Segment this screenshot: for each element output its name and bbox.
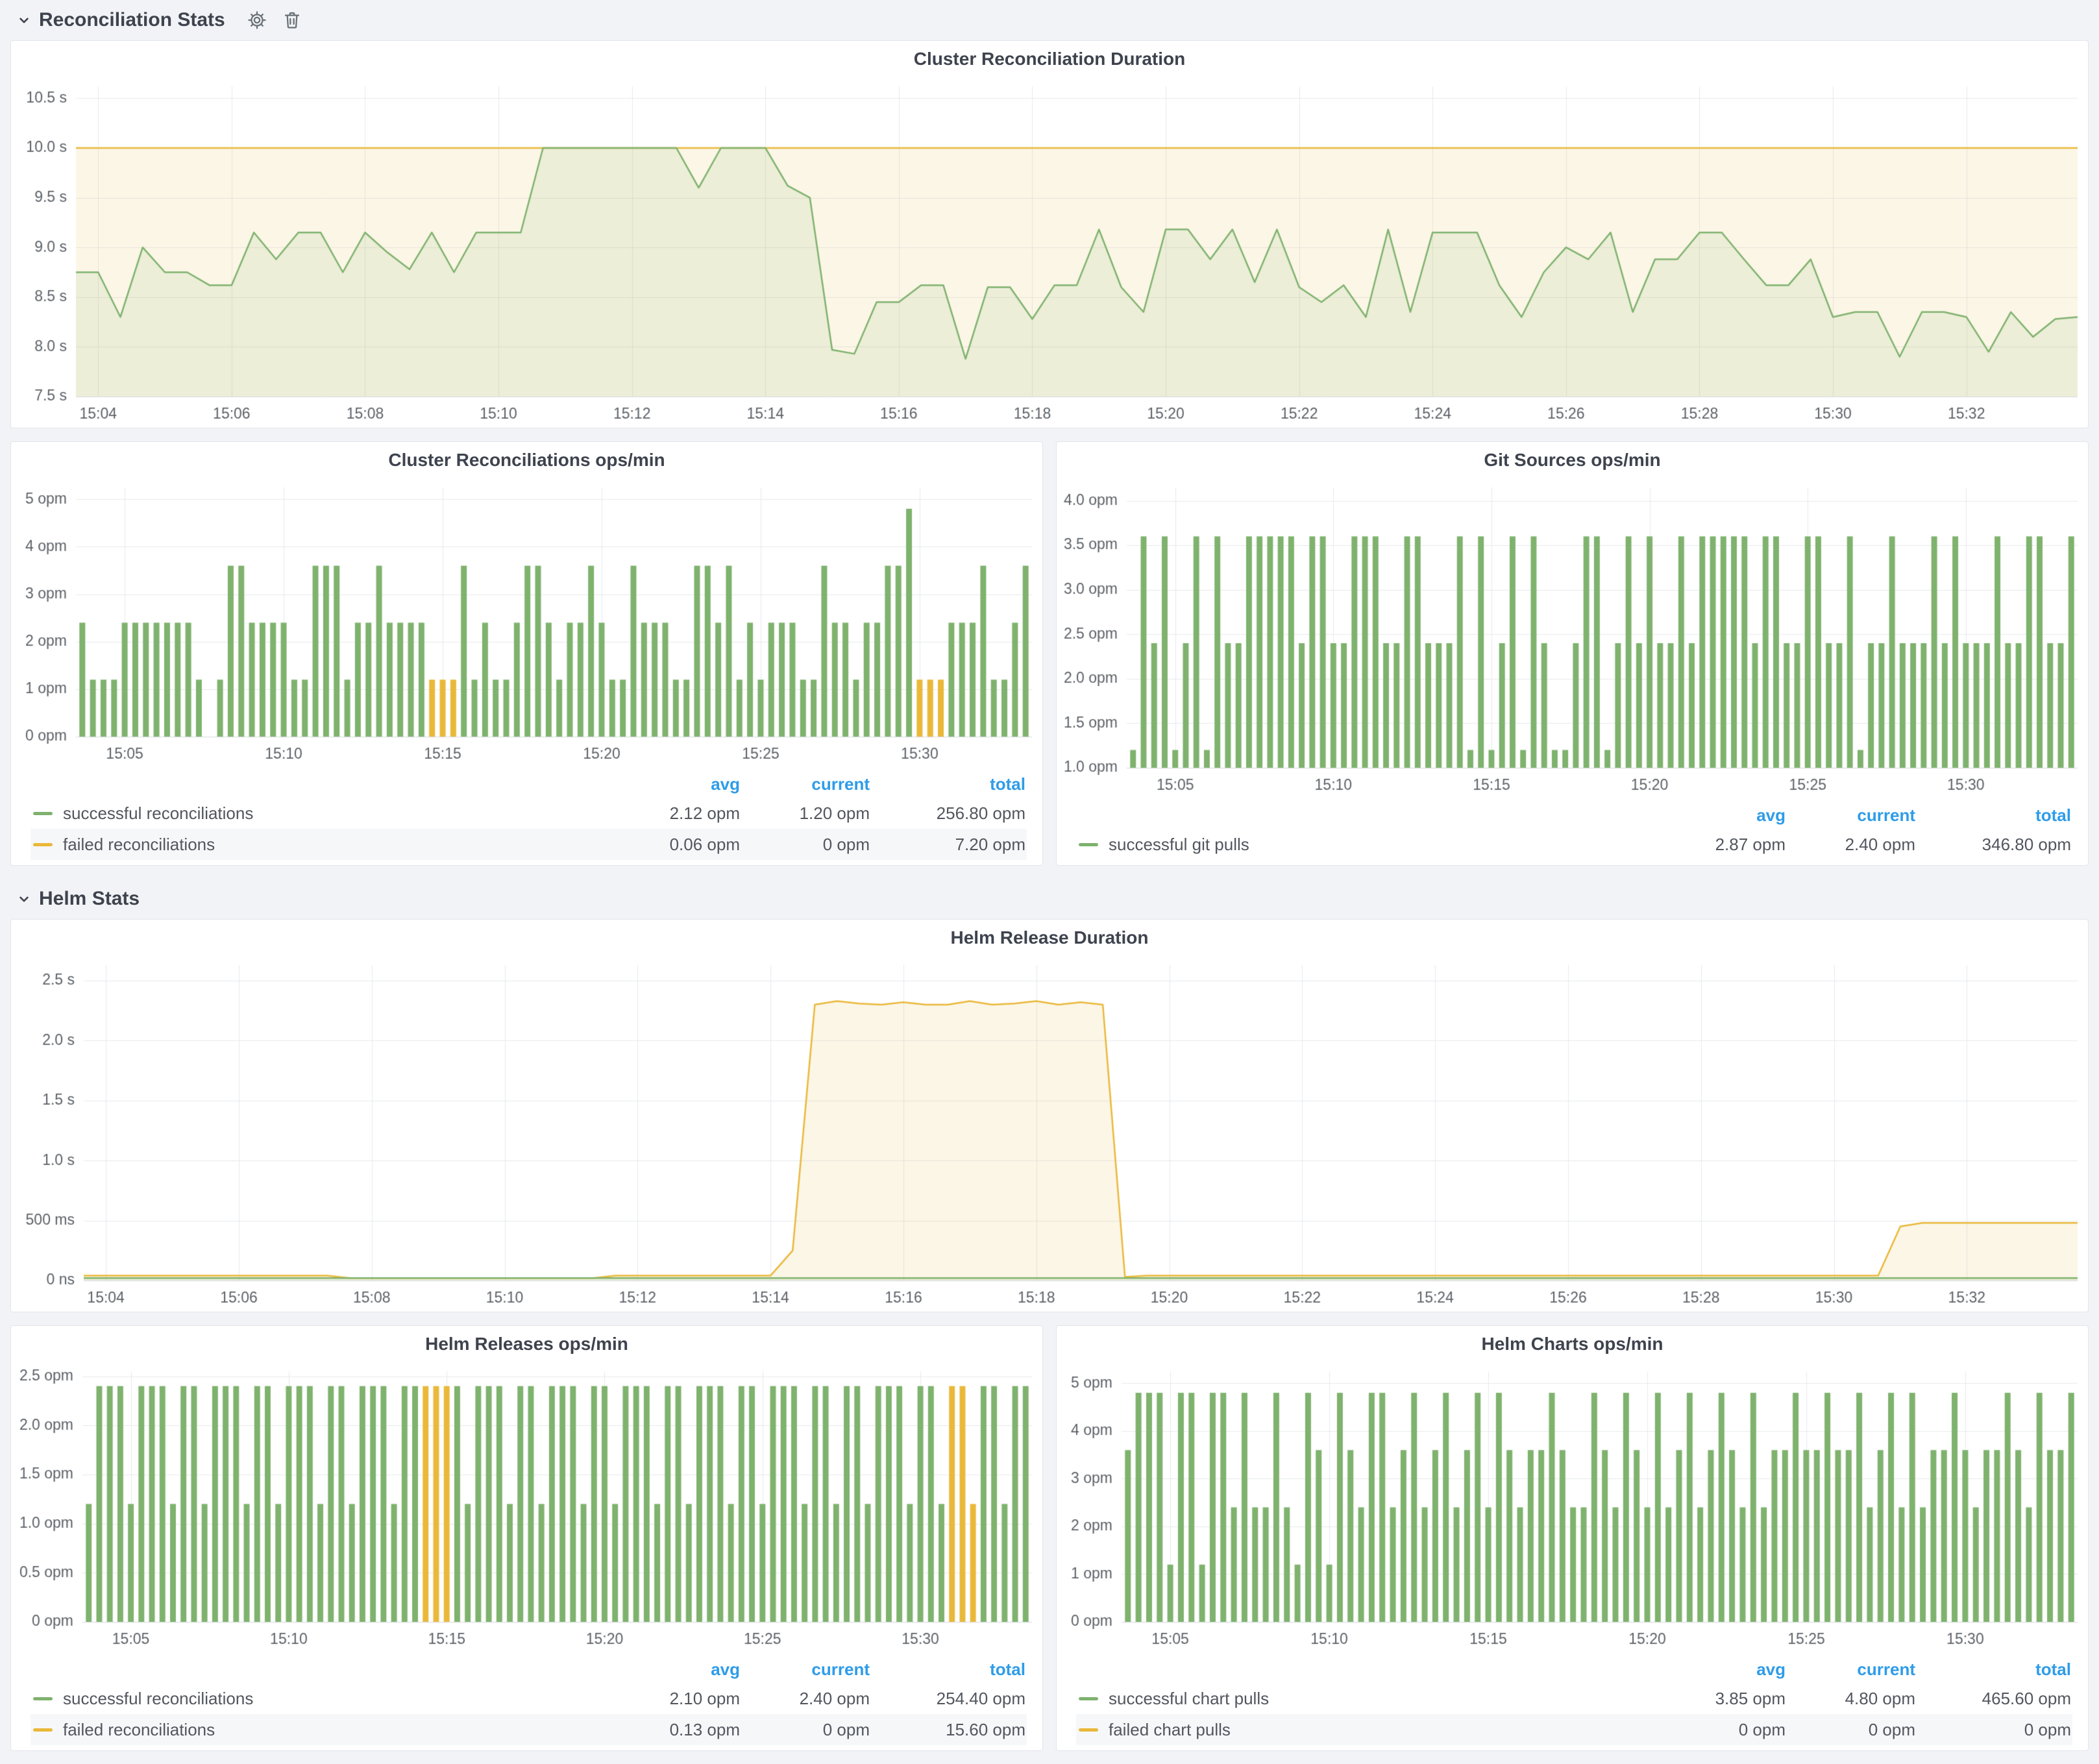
legend-total-value: 254.40 opm bbox=[936, 1688, 1025, 1708]
legend-avg-value: 0.06 opm bbox=[669, 834, 740, 854]
legend-current-value: 2.40 opm bbox=[1845, 834, 1915, 854]
panel-title[interactable]: Helm Release Duration bbox=[950, 927, 1149, 948]
legend-total-value: 256.80 opm bbox=[936, 803, 1025, 823]
legend-avg-value: 2.87 opm bbox=[1715, 834, 1786, 854]
panel-helm-release-duration: Helm Release Duration bbox=[10, 919, 2089, 1312]
legend-row: successful reconciliations 2.10 opm 2.40… bbox=[31, 1683, 1027, 1714]
legend-total-value: 465.60 opm bbox=[1982, 1688, 2071, 1708]
legend-avg-value: 0 opm bbox=[1738, 1719, 1786, 1739]
legend-current-value: 0 opm bbox=[822, 834, 870, 854]
legend-header-current[interactable]: current bbox=[1857, 805, 1915, 825]
series-dash-green bbox=[1079, 1697, 1098, 1700]
legend-header-total[interactable]: total bbox=[990, 774, 1025, 794]
legend-header-avg[interactable]: avg bbox=[711, 774, 740, 794]
section-header-reconciliation-stats[interactable]: Reconciliation Stats bbox=[10, 0, 2089, 40]
panel-title[interactable]: Helm Charts ops/min bbox=[1481, 1334, 1663, 1354]
series-dash-green bbox=[33, 811, 53, 815]
gear-icon[interactable] bbox=[242, 5, 272, 35]
section-title[interactable]: Reconciliation Stats bbox=[39, 9, 225, 31]
legend-total-value: 15.60 opm bbox=[946, 1719, 1025, 1739]
legend-header-row: avg current total bbox=[31, 770, 1027, 798]
legend-series-label[interactable]: successful reconciliations bbox=[63, 1688, 254, 1708]
legend-current-value: 0 opm bbox=[822, 1719, 870, 1739]
cluster-reconciliations-opm-chart[interactable] bbox=[11, 478, 1042, 768]
legend-series-label[interactable]: failed chart pulls bbox=[1109, 1719, 1231, 1739]
legend-header-current[interactable]: current bbox=[1857, 1659, 1915, 1679]
series-dash-yellow bbox=[33, 1728, 53, 1732]
legend-series-label[interactable]: successful reconciliations bbox=[63, 803, 254, 823]
chevron-down-icon[interactable] bbox=[16, 890, 32, 907]
legend: avg current total successful git pulls 2… bbox=[1057, 799, 2088, 865]
series-dash-green bbox=[1079, 842, 1098, 846]
legend: avg current total successful reconciliat… bbox=[11, 1653, 1042, 1750]
legend-header-total[interactable]: total bbox=[2035, 805, 2071, 825]
legend-total-value: 7.20 opm bbox=[955, 834, 1025, 854]
legend-row: successful chart pulls 3.85 opm 4.80 opm… bbox=[1076, 1683, 2072, 1714]
panel-helm-releases-opm: Helm Releases ops/min avg current total … bbox=[10, 1325, 1043, 1751]
legend-avg-value: 3.85 opm bbox=[1715, 1688, 1786, 1708]
legend-header-total[interactable]: total bbox=[2035, 1659, 2071, 1679]
trash-icon[interactable] bbox=[277, 5, 307, 35]
panel-title[interactable]: Cluster Reconciliations ops/min bbox=[388, 450, 665, 470]
legend-current-value: 0 opm bbox=[1868, 1719, 1915, 1739]
helm-releases-opm-chart[interactable] bbox=[11, 1362, 1042, 1653]
legend-header-total[interactable]: total bbox=[990, 1659, 1025, 1679]
legend: avg current total successful reconciliat… bbox=[11, 768, 1042, 865]
panel-cluster-reconciliations-opm: Cluster Reconciliations ops/min avg curr… bbox=[10, 441, 1043, 866]
legend-header-avg[interactable]: avg bbox=[711, 1659, 740, 1679]
legend-total-value: 346.80 opm bbox=[1982, 834, 2071, 854]
series-dash-yellow bbox=[33, 842, 53, 846]
legend-header-row: avg current total bbox=[1076, 1656, 2072, 1683]
helm-release-duration-chart[interactable] bbox=[11, 956, 2088, 1312]
legend-total-value: 0 opm bbox=[2024, 1719, 2071, 1739]
cluster-reconciliation-duration-chart[interactable] bbox=[11, 77, 2088, 428]
legend-current-value: 1.20 opm bbox=[799, 803, 870, 823]
legend-header-current[interactable]: current bbox=[811, 1659, 870, 1679]
legend-row: failed reconciliations 0.06 opm 0 opm 7.… bbox=[31, 829, 1027, 860]
legend-series-label[interactable]: successful git pulls bbox=[1109, 834, 1249, 854]
legend-header-avg[interactable]: avg bbox=[1756, 805, 1786, 825]
legend-row: failed reconciliations 0.13 opm 0 opm 15… bbox=[31, 1714, 1027, 1745]
panel-title[interactable]: Helm Releases ops/min bbox=[425, 1334, 628, 1354]
legend-avg-value: 2.10 opm bbox=[669, 1688, 740, 1708]
section-header-helm-stats[interactable]: Helm Stats bbox=[10, 879, 2089, 919]
panel-title[interactable]: Git Sources ops/min bbox=[1484, 450, 1661, 470]
panel-git-sources-opm: Git Sources ops/min avg current total su… bbox=[1056, 441, 2089, 866]
legend-series-label[interactable]: failed reconciliations bbox=[63, 834, 215, 854]
legend-header-row: avg current total bbox=[31, 1656, 1027, 1683]
legend-series-label[interactable]: failed reconciliations bbox=[63, 1719, 215, 1739]
series-dash-yellow bbox=[1079, 1728, 1098, 1732]
chevron-down-icon[interactable] bbox=[16, 12, 32, 29]
legend-header-row: avg current total bbox=[1076, 802, 2072, 829]
section-title[interactable]: Helm Stats bbox=[39, 888, 140, 909]
legend-avg-value: 0.13 opm bbox=[669, 1719, 740, 1739]
legend-header-avg[interactable]: avg bbox=[1756, 1659, 1786, 1679]
legend-avg-value: 2.12 opm bbox=[669, 803, 740, 823]
legend-current-value: 2.40 opm bbox=[799, 1688, 870, 1708]
git-sources-opm-chart[interactable] bbox=[1057, 478, 2088, 799]
series-dash-green bbox=[33, 1697, 53, 1700]
helm-charts-opm-chart[interactable] bbox=[1057, 1362, 2088, 1653]
panel-helm-charts-opm: Helm Charts ops/min avg current total su… bbox=[1056, 1325, 2089, 1751]
legend-row: successful git pulls 2.87 opm 2.40 opm 3… bbox=[1076, 829, 2072, 860]
legend-current-value: 4.80 opm bbox=[1845, 1688, 1915, 1708]
panel-title[interactable]: Cluster Reconciliation Duration bbox=[913, 49, 1186, 69]
legend-header-current[interactable]: current bbox=[811, 774, 870, 794]
legend-series-label[interactable]: successful chart pulls bbox=[1109, 1688, 1270, 1708]
legend-row: successful reconciliations 2.12 opm 1.20… bbox=[31, 798, 1027, 829]
legend-row: failed chart pulls 0 opm 0 opm 0 opm bbox=[1076, 1714, 2072, 1745]
legend: avg current total successful chart pulls… bbox=[1057, 1653, 2088, 1750]
panel-cluster-reconciliation-duration: Cluster Reconciliation Duration bbox=[10, 40, 2089, 428]
